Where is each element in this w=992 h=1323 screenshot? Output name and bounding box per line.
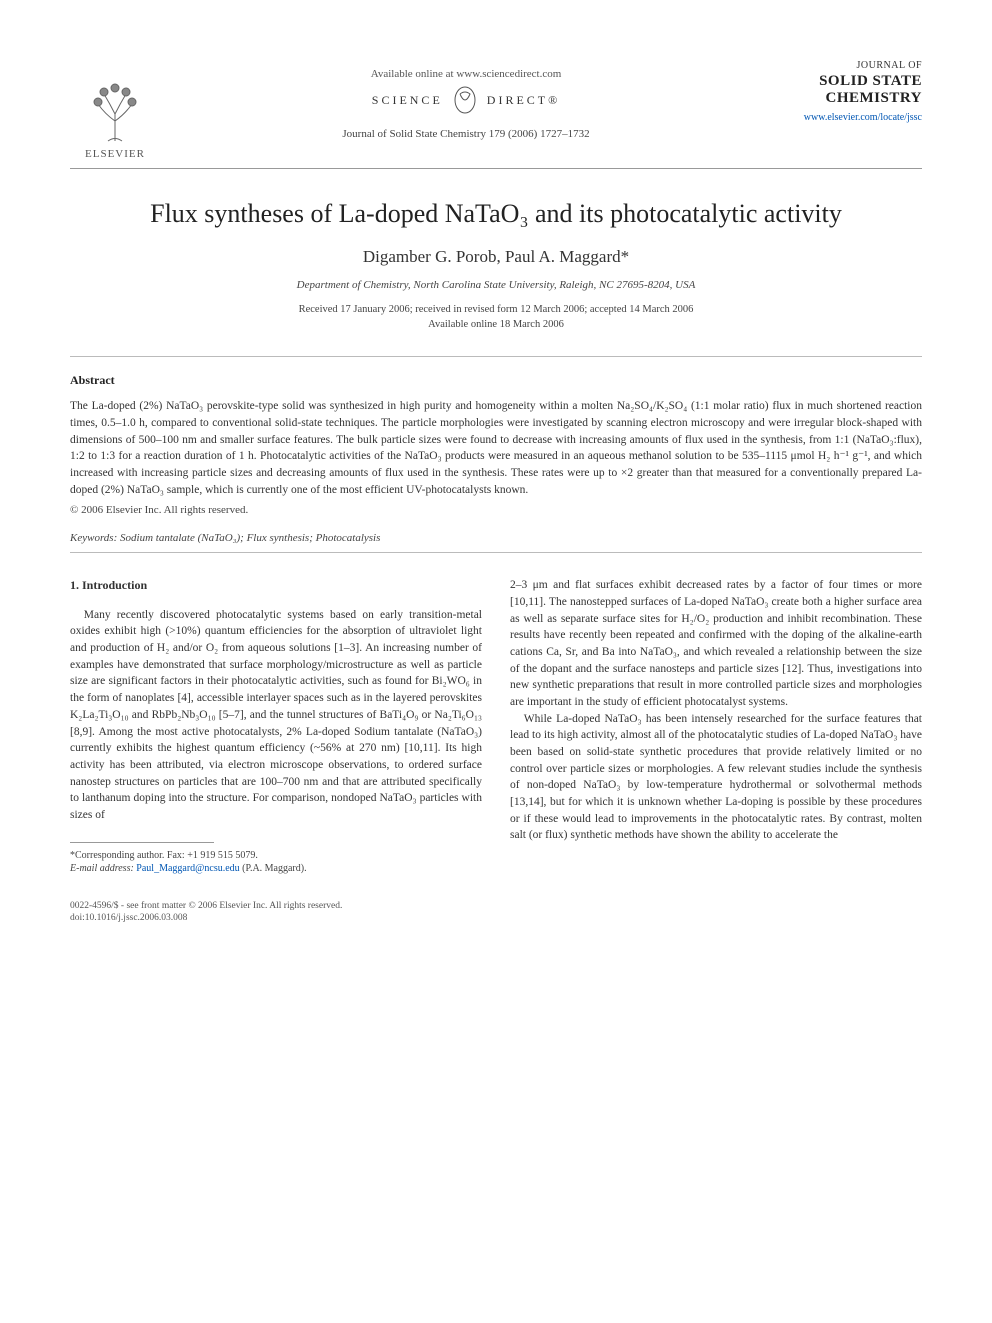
journal-title-line2: CHEMISTRY [826,90,923,106]
abstract-heading: Abstract [70,373,922,388]
footnote-email-label: E-mail address: [70,863,134,874]
keywords-label: Keywords: [70,532,117,544]
elsevier-tree-icon [80,76,150,146]
abstract-copyright: © 2006 Elsevier Inc. All rights reserved… [70,504,922,516]
footer-line-2: doi:10.1016/j.jssc.2006.03.008 [70,913,187,923]
science-direct-right: DIRECT® [487,93,560,108]
affiliation: Department of Chemistry, North Carolina … [70,279,922,291]
footnote-rule [70,842,214,843]
available-online-text: Available online at www.sciencedirect.co… [160,68,772,80]
abstract-body: The La-doped (2%) NaTaO₃ perovskite-type… [70,398,922,498]
footnote-email-link[interactable]: Paul_Maggard@ncsu.edu [136,863,239,874]
introduction-heading: 1. Introduction [70,577,482,594]
authors: Digamber G. Porob, Paul A. Maggard* [70,247,922,267]
paper-title: Flux syntheses of La-doped NaTaO₃ and it… [70,199,922,229]
abstract-top-rule [70,356,922,357]
science-direct-brand: SCIENCE DIRECT® [160,86,772,114]
footnote-corr: *Corresponding author. Fax: +1 919 515 5… [70,849,482,863]
center-header: Available online at www.sciencedirect.co… [160,60,772,140]
intro-left-paragraph: Many recently discovered photocatalytic … [70,607,482,824]
intro-right-paragraph-2: While La-doped NaTaO₃ has been intensely… [510,711,922,844]
publication-dates: Received 17 January 2006; received in re… [70,303,922,332]
header-rule [70,168,922,169]
left-column: 1. Introduction Many recently discovered… [70,577,482,875]
intro-right-paragraph-1: 2–3 μm and flat surfaces exhibit decreas… [510,577,922,710]
dates-line-2: Available online 18 March 2006 [428,319,564,330]
elsevier-name: ELSEVIER [85,148,145,160]
abstract-bottom-rule [70,552,922,553]
right-column: 2–3 μm and flat surfaces exhibit decreas… [510,577,922,875]
journal-box: JOURNAL OF SOLID STATE CHEMISTRY www.els… [772,60,922,123]
journal-title-line1: SOLID STATE [819,73,922,89]
journal-url-link[interactable]: www.elsevier.com/locate/jssc [772,112,922,123]
dates-line-1: Received 17 January 2006; received in re… [299,304,694,315]
keywords-line: Keywords: Sodium tantalate (NaTaO₃); Flu… [70,532,922,544]
science-direct-left: SCIENCE [372,93,443,108]
footer-line-1: 0022-4596/$ - see front matter © 2006 El… [70,901,342,911]
journal-title: SOLID STATE CHEMISTRY [772,73,922,106]
elsevier-logo: ELSEVIER [70,60,160,160]
science-direct-monogram-icon [451,86,479,114]
citation-line: Journal of Solid State Chemistry 179 (20… [160,128,772,140]
journal-of-label: JOURNAL OF [772,60,922,71]
body-columns: 1. Introduction Many recently discovered… [70,577,922,875]
footnote-email-suffix: (P.A. Maggard). [242,863,306,874]
keywords-text: Sodium tantalate (NaTaO₃); Flux synthesi… [120,532,380,544]
page-footer: 0022-4596/$ - see front matter © 2006 El… [70,900,922,925]
page-header: ELSEVIER Available online at www.science… [70,60,922,160]
corresponding-author-footnote: *Corresponding author. Fax: +1 919 515 5… [70,849,482,876]
footnote-email-line: E-mail address: Paul_Maggard@ncsu.edu (P… [70,862,482,876]
